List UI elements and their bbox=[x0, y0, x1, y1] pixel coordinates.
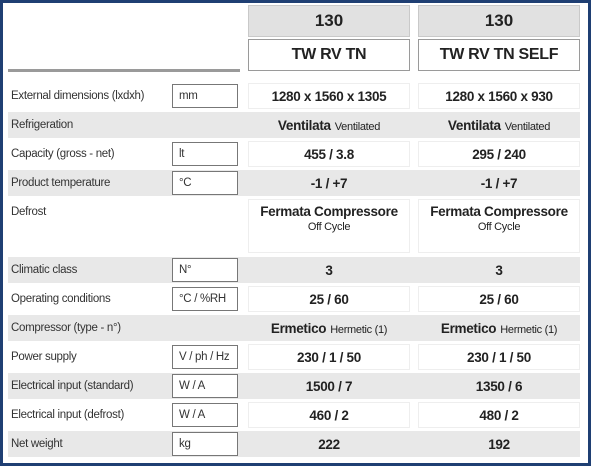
row-label: Capacity (gross - net) bbox=[11, 148, 115, 160]
value-line: Ventilata Ventilated bbox=[448, 118, 550, 133]
value-cell: 1280 x 1560 x 930 bbox=[418, 83, 580, 109]
value-cell: -1 / +7 bbox=[480, 175, 518, 191]
row-label: Product temperature bbox=[11, 177, 111, 189]
value-cell: 230 / 1 / 50 bbox=[248, 344, 410, 370]
row-label: Electrical input (standard) bbox=[11, 380, 134, 392]
value-cell: Fermata Compressore Off Cycle bbox=[248, 199, 410, 253]
row-unit: °C / %RH bbox=[172, 287, 238, 311]
row-unit: kg bbox=[172, 432, 238, 456]
row-band bbox=[8, 112, 580, 138]
value-cell: Ventilata Ventilated bbox=[418, 112, 580, 138]
row-unit: V / ph / Hz bbox=[172, 345, 238, 369]
value-main: Ventilata bbox=[447, 117, 501, 133]
row-unit: W / A bbox=[172, 374, 238, 398]
value-cell: 230 / 1 / 50 bbox=[418, 344, 580, 370]
value-line: Fermata Compressore bbox=[260, 204, 398, 219]
row-label: Defrost bbox=[11, 206, 46, 218]
value-cell: Ermetico Hermetic (1) bbox=[418, 315, 580, 341]
row-label: Net weight bbox=[11, 438, 63, 450]
value-cell: 222 bbox=[318, 436, 340, 452]
row-band bbox=[8, 315, 580, 341]
row-label: External dimensions (lxdxh) bbox=[11, 90, 145, 102]
value-main: Ventilata bbox=[277, 117, 331, 133]
value-cell: 1350 / 6 bbox=[475, 378, 523, 394]
row-unit: mm bbox=[172, 84, 238, 108]
value-line: Ermetico Hermetic (1) bbox=[270, 320, 388, 336]
value-translation: Off Cycle bbox=[307, 221, 351, 233]
value-cell: 460 / 2 bbox=[248, 402, 410, 428]
column-code: 130 bbox=[418, 5, 580, 37]
row-label: Climatic class bbox=[11, 264, 78, 276]
value-main: Fermata Compressore bbox=[430, 204, 568, 219]
row-label: Operating conditions bbox=[11, 293, 111, 305]
value-cell: Ermetico Hermetic (1) bbox=[248, 315, 410, 341]
value-cell: Ventilata Ventilated bbox=[248, 112, 410, 138]
row-band bbox=[8, 170, 580, 196]
value-main: Ermetico bbox=[440, 320, 497, 336]
value-cell: 1500 / 7 bbox=[305, 378, 353, 394]
value-cell: 25 / 60 bbox=[418, 286, 580, 312]
value-line: Ventilata Ventilated bbox=[278, 118, 380, 133]
row-unit: lt bbox=[172, 142, 238, 166]
row-label: Electrical input (defrost) bbox=[11, 409, 124, 421]
row-label: Refrigeration bbox=[11, 119, 73, 131]
row-label: Power supply bbox=[11, 351, 77, 363]
row-unit: °C bbox=[172, 171, 238, 195]
row-band bbox=[8, 373, 580, 399]
value-main: Fermata Compressore bbox=[260, 204, 398, 219]
value-line: Fermata Compressore bbox=[430, 204, 568, 219]
column-code: 130 bbox=[248, 5, 410, 37]
value-translation: Off Cycle bbox=[477, 221, 521, 233]
row-band bbox=[8, 431, 580, 457]
value-sub: Hermetic (1) bbox=[330, 323, 388, 336]
value-cell: 3 bbox=[325, 262, 333, 278]
value-cell: 455 / 3.8 bbox=[248, 141, 410, 167]
value-sub: Ventilated bbox=[504, 120, 551, 133]
column-model: TW RV TN SELF bbox=[418, 39, 580, 71]
row-unit: W / A bbox=[172, 403, 238, 427]
column-model: TW RV TN bbox=[248, 39, 410, 71]
value-cell: 480 / 2 bbox=[418, 402, 580, 428]
value-sub: Hermetic (1) bbox=[500, 323, 558, 336]
value-sub: Ventilated bbox=[334, 120, 381, 133]
value-main: Ermetico bbox=[270, 320, 327, 336]
value-cell: 1280 x 1560 x 1305 bbox=[248, 83, 410, 109]
value-cell: 295 / 240 bbox=[418, 141, 580, 167]
value-cell: -1 / +7 bbox=[310, 175, 348, 191]
row-label: Compressor (type - n°) bbox=[11, 322, 121, 334]
value-cell: 25 / 60 bbox=[248, 286, 410, 312]
row-unit: N° bbox=[172, 258, 238, 282]
value-cell: Fermata Compressore Off Cycle bbox=[418, 199, 580, 253]
row-band bbox=[8, 257, 580, 283]
value-cell: 3 bbox=[495, 262, 503, 278]
value-cell: 192 bbox=[488, 436, 510, 452]
header-rule bbox=[8, 69, 240, 72]
value-line: Ermetico Hermetic (1) bbox=[440, 320, 558, 336]
